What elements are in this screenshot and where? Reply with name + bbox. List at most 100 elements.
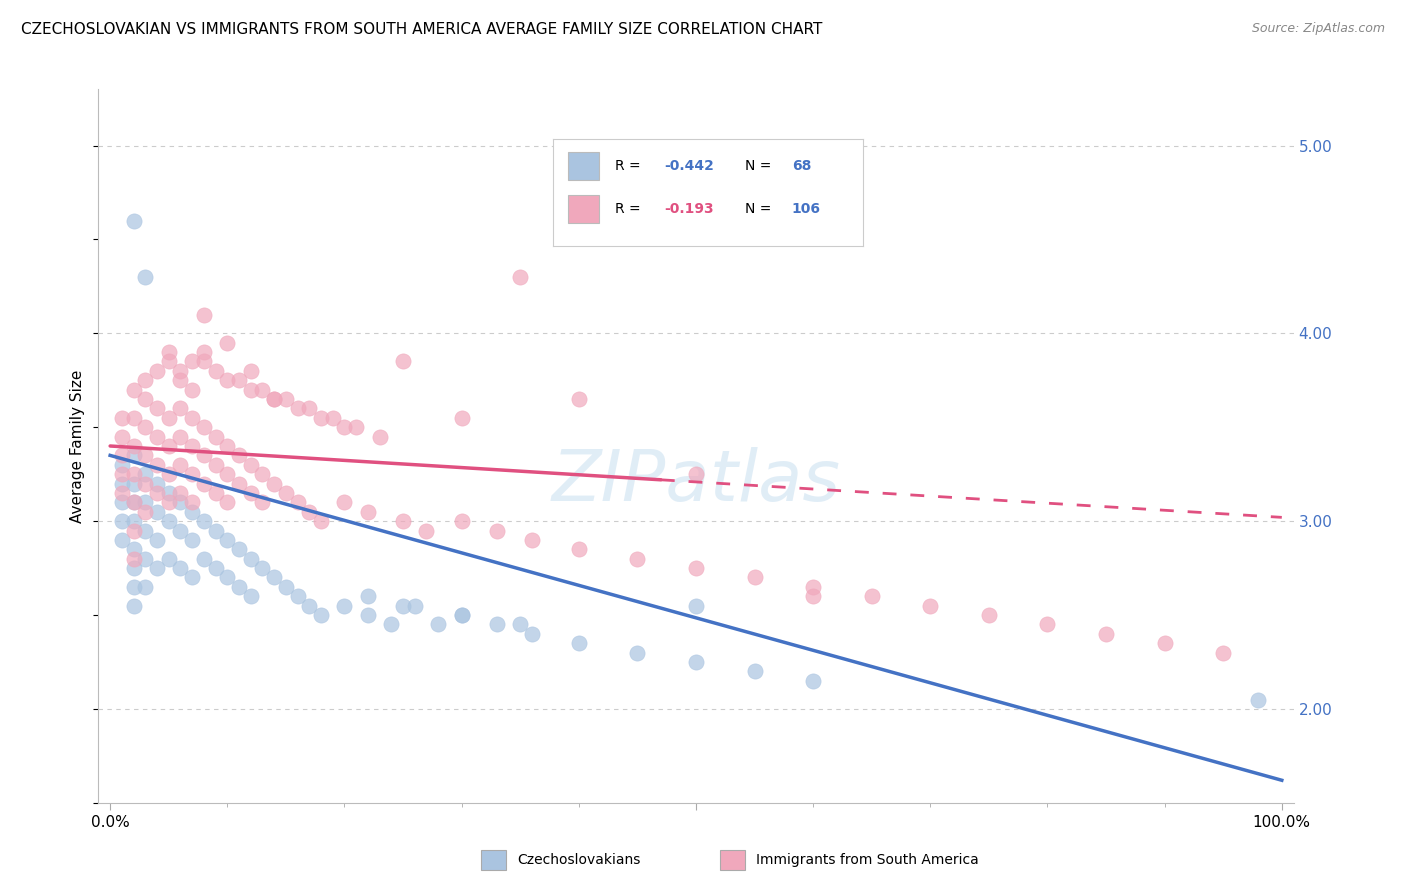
Point [181, 439, 204, 453]
Point [450, 607, 472, 622]
Point [404, 599, 426, 613]
Point [228, 542, 250, 557]
Bar [568, 194, 599, 223]
Point [333, 495, 356, 509]
Point [134, 449, 156, 463]
Point [274, 486, 297, 500]
Bar [568, 152, 599, 180]
Text: Source: ZipAtlas.com: Source: ZipAtlas.com [1251, 22, 1385, 36]
Point [568, 636, 591, 650]
Point [111, 429, 134, 443]
Point [427, 617, 450, 632]
Point [287, 589, 309, 603]
Point [157, 486, 180, 500]
Point [146, 486, 169, 500]
Point [977, 607, 1000, 622]
Point [801, 580, 824, 594]
Text: Czechoslovakians: Czechoslovakians [517, 853, 641, 867]
Point [134, 524, 156, 538]
Point [146, 476, 169, 491]
Point [217, 467, 239, 482]
Point [217, 373, 239, 387]
Point [193, 345, 215, 359]
Point [122, 410, 145, 425]
Point [169, 373, 191, 387]
Point [357, 589, 380, 603]
Point [239, 364, 262, 378]
Point [169, 429, 191, 443]
Point [568, 392, 591, 406]
Text: N =: N = [745, 159, 776, 173]
Point [169, 486, 191, 500]
Point [380, 617, 402, 632]
Point [157, 467, 180, 482]
Point [146, 401, 169, 416]
Point [193, 514, 215, 528]
Point [920, 599, 942, 613]
Point [134, 580, 156, 594]
Point [217, 533, 239, 547]
Point [450, 514, 472, 528]
Point [744, 665, 766, 679]
Point [193, 420, 215, 434]
Point [122, 580, 145, 594]
Text: ZIPatlas: ZIPatlas [551, 447, 841, 516]
Point [1247, 692, 1270, 706]
Point [169, 364, 191, 378]
Point [1095, 627, 1118, 641]
Point [322, 410, 344, 425]
Point [252, 495, 274, 509]
Point [122, 561, 145, 575]
Point [204, 364, 226, 378]
Point [181, 570, 204, 584]
Point [111, 449, 134, 463]
Point [193, 308, 215, 322]
Point [252, 467, 274, 482]
Point [450, 607, 472, 622]
Point [146, 533, 169, 547]
Text: 106: 106 [792, 202, 821, 216]
Point [685, 599, 707, 613]
Point [146, 429, 169, 443]
Point [333, 420, 356, 434]
Point [520, 533, 543, 547]
Point [181, 354, 204, 368]
Point [157, 410, 180, 425]
Point [239, 589, 262, 603]
Text: 68: 68 [792, 159, 811, 173]
Text: R =: R = [614, 202, 645, 216]
Text: -0.193: -0.193 [665, 202, 714, 216]
Point [122, 599, 145, 613]
Point [122, 495, 145, 509]
Point [204, 524, 226, 538]
Point [392, 514, 415, 528]
Point [252, 561, 274, 575]
Point [217, 495, 239, 509]
Point [217, 335, 239, 350]
Point [169, 495, 191, 509]
Point [122, 514, 145, 528]
Point [520, 627, 543, 641]
Point [626, 551, 648, 566]
Point [309, 607, 332, 622]
Point [801, 673, 824, 688]
Point [169, 561, 191, 575]
Point [344, 420, 367, 434]
Point [485, 617, 508, 632]
Point [111, 495, 134, 509]
Point [860, 589, 883, 603]
Point [134, 270, 156, 285]
Point [134, 420, 156, 434]
Point [193, 551, 215, 566]
Point [239, 383, 262, 397]
Point [298, 599, 321, 613]
Point [485, 524, 508, 538]
Point [181, 383, 204, 397]
Y-axis label: Average Family Size: Average Family Size [70, 369, 86, 523]
Point [298, 505, 321, 519]
Point [193, 476, 215, 491]
Point [204, 458, 226, 472]
Point [392, 354, 415, 368]
Point [1036, 617, 1059, 632]
Point [228, 449, 250, 463]
